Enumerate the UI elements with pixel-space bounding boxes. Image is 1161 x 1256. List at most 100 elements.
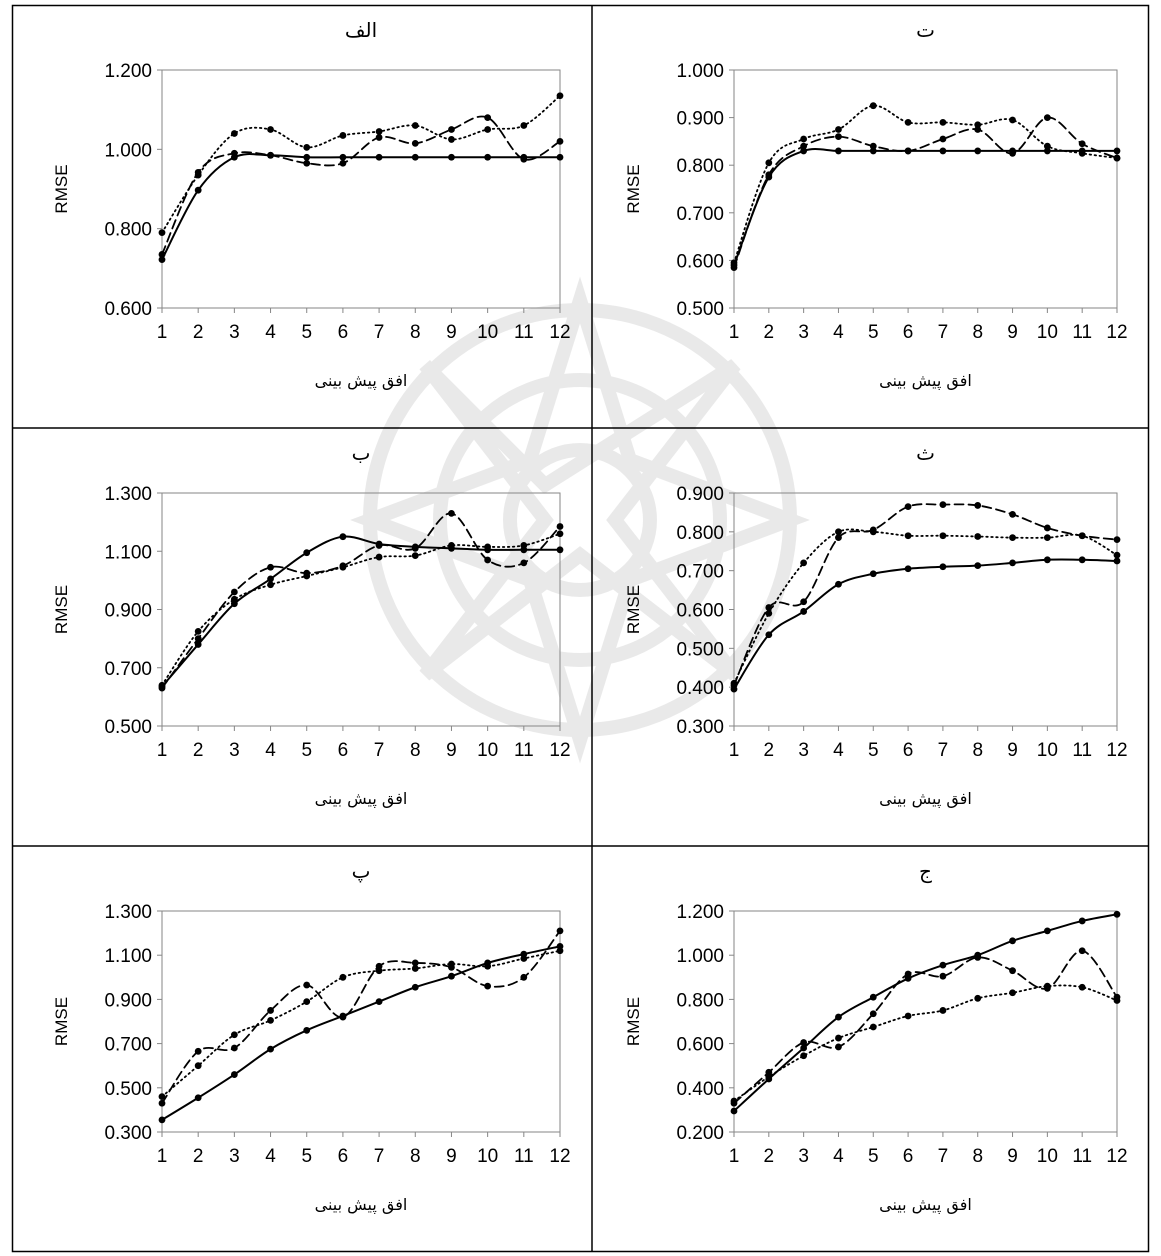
- x-axis-label: افق پیش بینی: [879, 1195, 972, 1215]
- y-tick-label: 0.700: [676, 562, 724, 583]
- data-point: [230, 595, 238, 603]
- data-point: [904, 503, 912, 510]
- data-point: [484, 114, 492, 121]
- data-point: [869, 102, 877, 110]
- data-point: [158, 1116, 166, 1124]
- x-tick-label: 6: [903, 1146, 914, 1167]
- x-tick-label: 10: [1037, 322, 1058, 343]
- data-point: [939, 532, 947, 540]
- x-tick-label: 2: [193, 322, 204, 343]
- data-point: [835, 580, 842, 588]
- data-point: [904, 565, 912, 573]
- data-point: [835, 534, 842, 542]
- data-point: [230, 1071, 238, 1078]
- data-point: [194, 1047, 202, 1055]
- data-point: [869, 142, 877, 150]
- series-dashed: [158, 927, 564, 1107]
- data-point: [1009, 989, 1016, 997]
- y-tick-label: 0.400: [676, 678, 724, 699]
- y-tick-label: 1.000: [676, 61, 724, 82]
- data-point: [375, 128, 383, 135]
- x-tick-label: 4: [833, 1146, 844, 1167]
- x-tick-label: 5: [868, 322, 879, 343]
- x-tick-label: 9: [1007, 1146, 1018, 1167]
- data-point: [1009, 116, 1016, 124]
- x-tick-label: 7: [938, 322, 949, 343]
- plot-area-frame: [733, 492, 1118, 727]
- data-point: [800, 598, 808, 606]
- data-point: [556, 530, 564, 538]
- series-dashed: [158, 509, 564, 692]
- data-point: [765, 171, 773, 179]
- data-point: [339, 563, 347, 571]
- data-point: [800, 608, 808, 615]
- data-point: [1043, 114, 1051, 121]
- data-point: [869, 993, 877, 1001]
- data-point: [158, 681, 166, 689]
- data-point: [1113, 551, 1121, 559]
- x-axis-label: افق پیش بینی: [315, 371, 408, 391]
- data-point: [1113, 997, 1121, 1004]
- y-tick-label: 0.900: [104, 990, 152, 1011]
- x-tick-label: 6: [338, 740, 349, 761]
- x-tick-label: 9: [1007, 740, 1018, 761]
- data-point: [1113, 536, 1121, 543]
- y-tick-label: 1.300: [104, 902, 152, 923]
- data-point: [448, 972, 455, 980]
- x-tick-label: 8: [972, 740, 983, 761]
- x-tick-label: 3: [798, 740, 809, 761]
- x-tick-label: 12: [549, 1146, 570, 1167]
- data-point: [484, 556, 492, 564]
- x-axis-label: افق پیش بینی: [879, 789, 972, 809]
- series-line-solid: [161, 535, 561, 688]
- series-line-dotted: [733, 984, 1118, 1102]
- x-tick-label: 3: [229, 1146, 240, 1167]
- data-point: [869, 570, 877, 578]
- data-point: [1078, 917, 1086, 925]
- x-tick-label: 12: [1106, 322, 1127, 343]
- data-point: [303, 1026, 311, 1034]
- data-point: [800, 559, 808, 567]
- x-tick-label: 6: [338, 1146, 349, 1167]
- y-tick-label: 0.600: [676, 601, 724, 622]
- data-point: [303, 981, 311, 989]
- data-point: [1078, 947, 1086, 955]
- series-line-dashed: [733, 949, 1118, 1105]
- data-point: [730, 1097, 738, 1105]
- series-dotted: [730, 102, 1121, 267]
- data-point: [339, 153, 347, 161]
- x-axis-label: افق پیش بینی: [879, 371, 972, 391]
- x-tick-label: 2: [193, 1146, 204, 1167]
- data-point: [411, 552, 419, 560]
- data-point: [800, 1044, 808, 1052]
- data-point: [765, 1073, 773, 1081]
- x-tick-label: 9: [1007, 322, 1018, 343]
- data-point: [411, 965, 419, 972]
- x-tick-label: 8: [410, 740, 421, 761]
- x-tick-label: 3: [798, 1146, 809, 1167]
- data-point: [939, 147, 947, 155]
- data-point: [339, 1013, 347, 1021]
- x-tick-label: 9: [446, 740, 457, 761]
- series-line-dashed: [161, 929, 561, 1105]
- x-tick-label: 7: [374, 1146, 385, 1167]
- data-point: [835, 1034, 842, 1042]
- data-point: [835, 126, 842, 133]
- plot-area-frame: [161, 492, 561, 727]
- data-point: [974, 126, 982, 133]
- data-point: [194, 641, 202, 648]
- series-dashed: [730, 114, 1121, 271]
- data-point: [1043, 142, 1051, 150]
- x-tick-label: 6: [338, 322, 349, 343]
- x-tick-label: 11: [1072, 322, 1092, 343]
- x-tick-label: 6: [903, 322, 914, 343]
- data-point: [520, 559, 528, 567]
- data-point: [230, 588, 238, 596]
- x-tick-label: 11: [514, 740, 534, 761]
- x-tick-label: 12: [1106, 1146, 1127, 1167]
- data-point: [800, 135, 808, 143]
